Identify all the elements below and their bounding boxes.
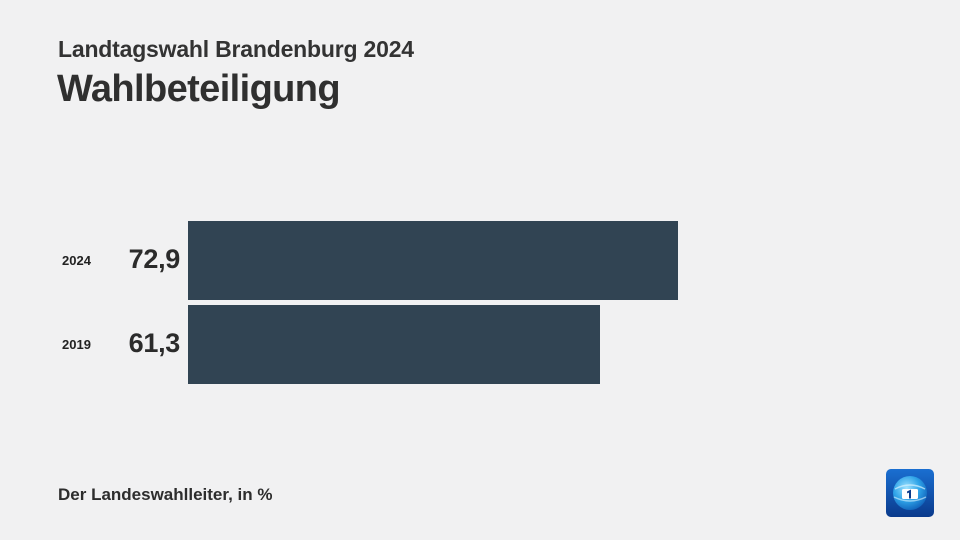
bar-2024	[188, 221, 678, 300]
chart-title: Wahlbeteiligung	[57, 68, 341, 110]
category-label: 2024	[62, 252, 91, 268]
source-note: Der Landeswahlleiter, in %	[58, 485, 273, 504]
value-label: 61,3	[128, 327, 181, 358]
category-label: 2019	[62, 336, 91, 352]
chart-subtitle: Landtagswahl Brandenburg 2024	[58, 36, 414, 62]
value-label: 72,9	[128, 243, 181, 274]
tagesschau-1-logo-icon	[886, 469, 934, 517]
bar-2019	[188, 305, 600, 384]
